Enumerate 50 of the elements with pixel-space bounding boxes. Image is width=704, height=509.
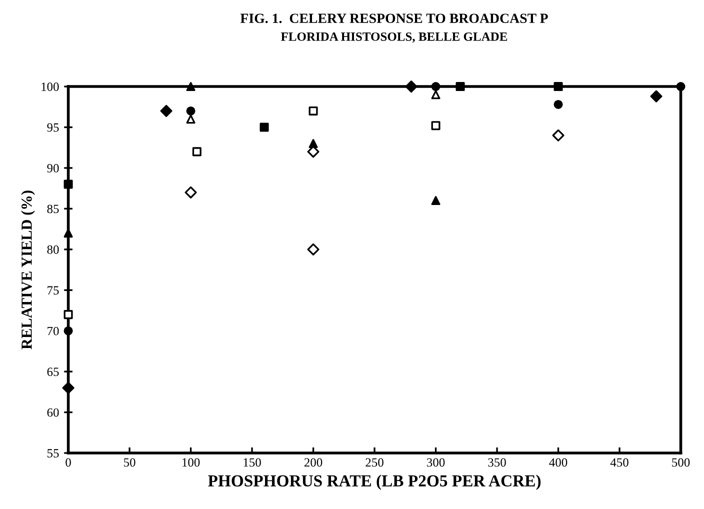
point bbox=[554, 100, 563, 109]
point bbox=[307, 243, 320, 256]
y-axis-title: RELATIVE YIELD (%) bbox=[21, 190, 35, 350]
point bbox=[64, 310, 73, 320]
point bbox=[650, 90, 662, 102]
y-tick-label: 60 bbox=[47, 408, 59, 417]
y-tick-label: 55 bbox=[47, 449, 59, 458]
point bbox=[676, 82, 686, 92]
x-tick-label: 450 bbox=[610, 458, 628, 467]
point bbox=[431, 90, 440, 100]
point bbox=[64, 326, 73, 336]
x-tick-label: 500 bbox=[672, 458, 690, 467]
x-tick-label: 0 bbox=[66, 458, 71, 467]
point bbox=[192, 147, 202, 156]
point bbox=[552, 129, 564, 142]
chart-title: FIG. 1. CELERY RESPONSE TO BROADCAST P bbox=[240, 14, 548, 24]
point bbox=[405, 80, 418, 93]
point bbox=[308, 139, 318, 148]
point bbox=[260, 122, 269, 132]
y-tick-label: 100 bbox=[42, 82, 59, 91]
point bbox=[431, 196, 440, 206]
x-tick-label: 250 bbox=[366, 458, 384, 467]
point bbox=[62, 382, 74, 394]
y-tick-label: 70 bbox=[48, 326, 59, 336]
chart-subtitle: FLORIDA HISTOSOLS, BELLE GLADE bbox=[280, 32, 508, 43]
point bbox=[308, 106, 318, 116]
point bbox=[186, 114, 196, 124]
point bbox=[186, 82, 196, 92]
x-tick-label: 350 bbox=[488, 458, 506, 467]
y-tick-label: 90 bbox=[47, 164, 59, 172]
y-tick-label: 95 bbox=[47, 123, 59, 132]
point bbox=[554, 82, 563, 92]
y-tick-label: 75 bbox=[48, 286, 59, 295]
point bbox=[186, 106, 196, 116]
x-tick-label: 50 bbox=[124, 458, 136, 467]
y-tick-label: 80 bbox=[47, 245, 59, 254]
point bbox=[456, 82, 465, 92]
point bbox=[184, 186, 197, 198]
point bbox=[64, 180, 73, 189]
y-tick-label: 85 bbox=[47, 204, 59, 214]
point bbox=[160, 104, 172, 117]
x-tick-label: 150 bbox=[244, 458, 261, 467]
x-tick-label: 400 bbox=[549, 458, 568, 467]
x-axis-title: PHOSPHORUS RATE (LB P2O5 PER ACRE) bbox=[208, 474, 541, 490]
x-tick-label: 300 bbox=[427, 458, 445, 467]
x-tick-label: 100 bbox=[182, 458, 200, 467]
y-tick-label: 65 bbox=[47, 368, 59, 376]
x-tick-label: 200 bbox=[304, 458, 322, 467]
point bbox=[431, 82, 440, 92]
point bbox=[431, 121, 440, 130]
